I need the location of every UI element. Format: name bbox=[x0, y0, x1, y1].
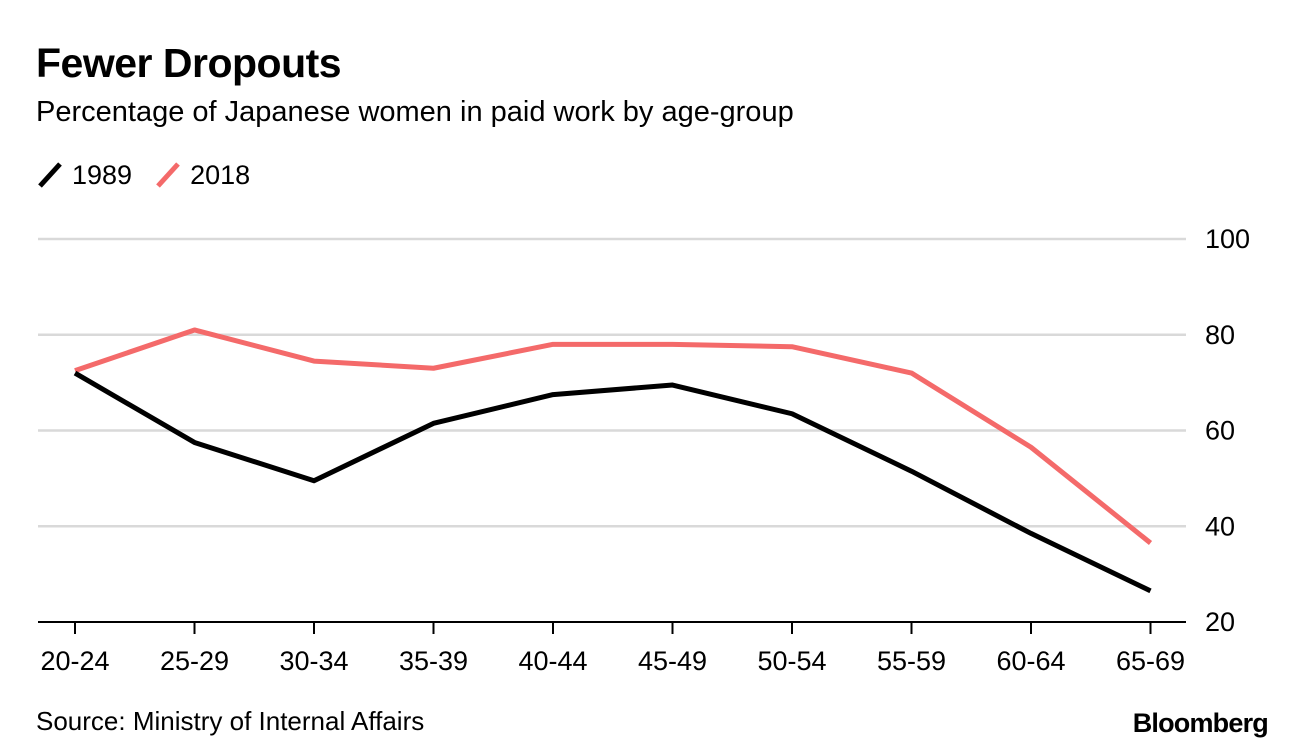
source-note: Source: Ministry of Internal Affairs bbox=[36, 706, 425, 736]
y-tick-label: 40 bbox=[1205, 511, 1235, 541]
y-tick-label: 100 bbox=[1205, 224, 1250, 254]
chart-subtitle: Percentage of Japanese women in paid wor… bbox=[36, 96, 794, 128]
x-tick-label: 25-29 bbox=[160, 646, 229, 676]
y-tick-label: 80 bbox=[1205, 320, 1235, 350]
legend-label-2018: 2018 bbox=[190, 159, 251, 190]
legend-item-2018: 2018 bbox=[154, 160, 250, 191]
x-tick-label: 20-24 bbox=[40, 646, 109, 676]
legend-swatch-2018 bbox=[156, 162, 180, 188]
series-line-2018 bbox=[74, 327, 1153, 545]
legend: 1989 2018 bbox=[36, 157, 272, 193]
x-axis: 20-24 25-29 30-34 35-39 40-44 45-49 50-54 55-59… bbox=[38, 621, 1186, 676]
x-tick-label: 55-59 bbox=[877, 646, 946, 676]
series-line-1989 bbox=[73, 370, 1152, 594]
y-tick-label: 20 bbox=[1205, 607, 1235, 637]
x-tick-label: 50-54 bbox=[757, 646, 826, 676]
x-tick-label: 40-44 bbox=[518, 646, 587, 676]
legend-swatch-1989 bbox=[38, 162, 62, 188]
x-tick-label: 30-34 bbox=[279, 646, 348, 676]
y-tick-label: 60 bbox=[1205, 416, 1235, 446]
x-tick-label: 60-64 bbox=[996, 646, 1065, 676]
y-axis: 20 40 60 80 100 bbox=[1205, 224, 1250, 637]
series-lines bbox=[73, 327, 1153, 594]
legend-label-1989: 1989 bbox=[72, 159, 133, 190]
x-tick-label: 65-69 bbox=[1116, 646, 1185, 676]
x-tick-label: 35-39 bbox=[399, 646, 468, 676]
legend-item-1989: 1989 bbox=[36, 160, 132, 191]
x-tick-label: 45-49 bbox=[638, 646, 707, 676]
chart-title: Fewer Dropouts bbox=[36, 40, 342, 86]
brand-logo: Bloomberg bbox=[1132, 708, 1269, 738]
gridlines bbox=[38, 237, 1186, 528]
